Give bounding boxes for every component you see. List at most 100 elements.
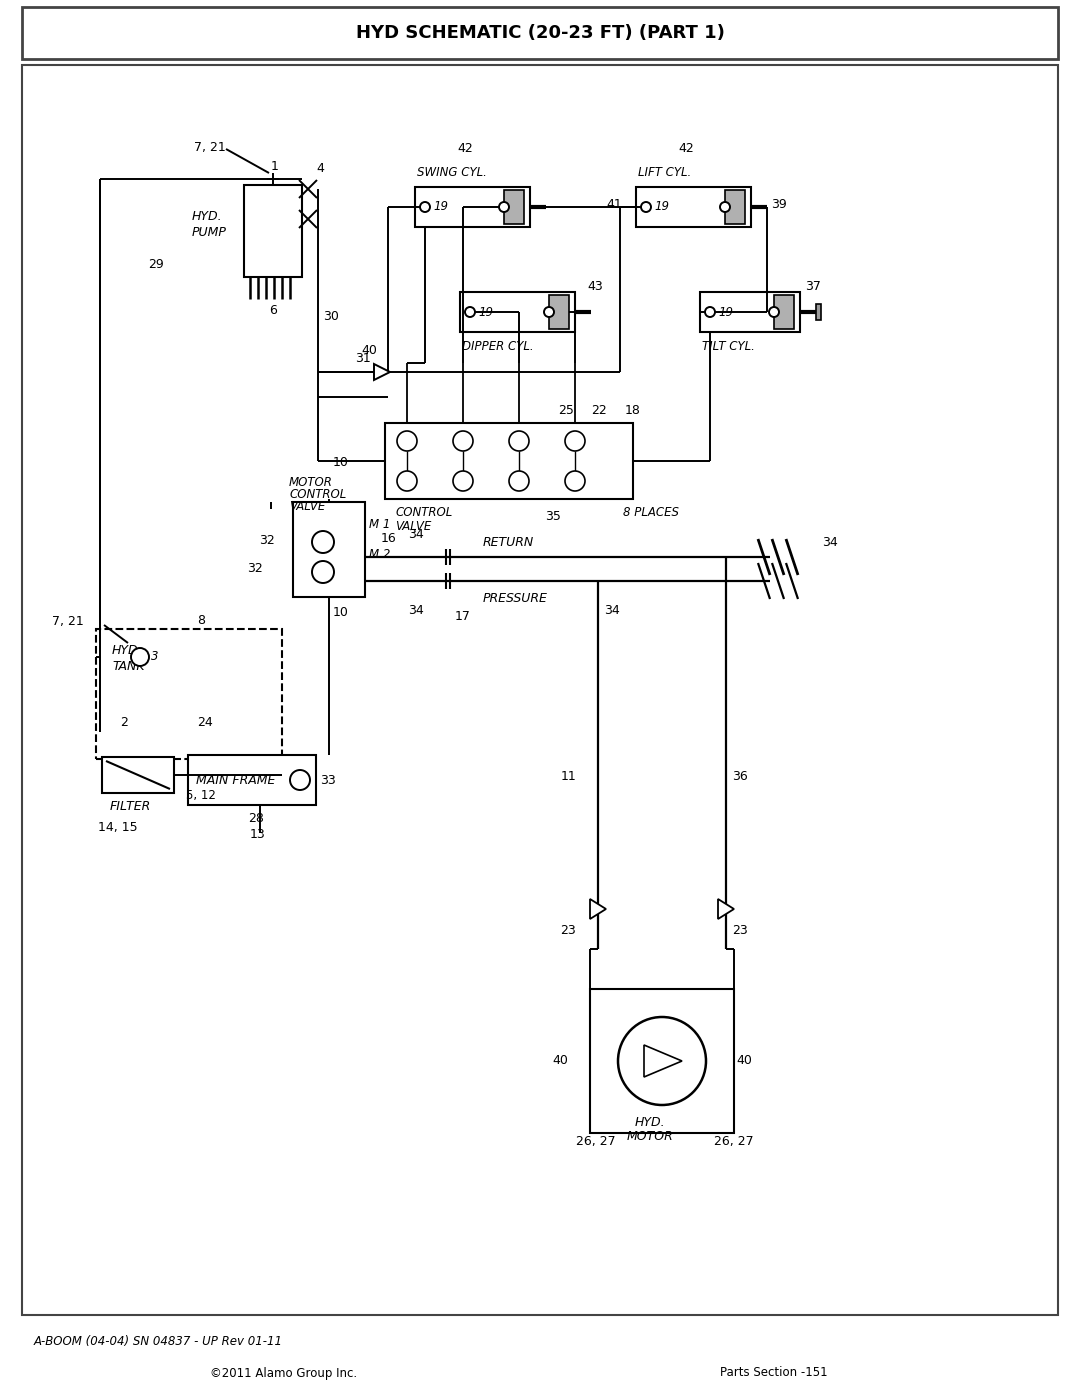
Text: VALVE: VALVE bbox=[289, 500, 325, 514]
Text: 40: 40 bbox=[735, 1055, 752, 1067]
Bar bbox=[96, 629, 282, 759]
Circle shape bbox=[453, 471, 473, 490]
Text: 8 PLACES: 8 PLACES bbox=[623, 507, 679, 520]
Polygon shape bbox=[374, 365, 390, 380]
Text: 40: 40 bbox=[552, 1055, 568, 1067]
Circle shape bbox=[312, 562, 334, 583]
Text: DIPPER CYL.: DIPPER CYL. bbox=[462, 341, 534, 353]
Text: 16: 16 bbox=[381, 532, 396, 545]
Text: 19: 19 bbox=[654, 201, 669, 214]
Text: LIFT CYL.: LIFT CYL. bbox=[638, 166, 691, 179]
Text: PUMP: PUMP bbox=[192, 226, 227, 239]
Text: 34: 34 bbox=[408, 528, 423, 542]
Bar bbox=[244, 184, 302, 277]
Circle shape bbox=[705, 307, 715, 317]
Text: 22: 22 bbox=[591, 405, 607, 418]
Text: MOTOR: MOTOR bbox=[626, 1130, 673, 1144]
Bar bbox=[188, 754, 316, 805]
Circle shape bbox=[312, 531, 334, 553]
Bar bbox=[700, 292, 800, 332]
Text: 28: 28 bbox=[248, 813, 264, 826]
Bar bbox=[102, 757, 174, 793]
Text: 34: 34 bbox=[408, 605, 423, 617]
Text: PRESSURE: PRESSURE bbox=[483, 591, 548, 605]
Text: HYD SCHEMATIC (20-23 FT) (PART 1): HYD SCHEMATIC (20-23 FT) (PART 1) bbox=[355, 24, 725, 42]
Text: MOTOR: MOTOR bbox=[289, 475, 333, 489]
Circle shape bbox=[769, 307, 779, 317]
Bar bbox=[22, 66, 1058, 1315]
Text: VALVE: VALVE bbox=[395, 520, 431, 532]
Text: 33: 33 bbox=[320, 774, 336, 787]
Text: 11: 11 bbox=[561, 771, 576, 784]
Circle shape bbox=[544, 307, 554, 317]
Text: 4: 4 bbox=[316, 162, 324, 176]
Bar bbox=[816, 305, 821, 320]
Text: 17: 17 bbox=[455, 610, 471, 623]
Text: 2: 2 bbox=[120, 717, 127, 729]
Circle shape bbox=[509, 432, 529, 451]
Text: 5, 12: 5, 12 bbox=[186, 788, 216, 802]
Text: 37: 37 bbox=[805, 279, 821, 292]
Circle shape bbox=[397, 471, 417, 490]
Text: 26, 27: 26, 27 bbox=[576, 1134, 616, 1147]
Text: TILT CYL.: TILT CYL. bbox=[702, 341, 755, 353]
Circle shape bbox=[509, 471, 529, 490]
Text: 36: 36 bbox=[732, 771, 747, 784]
Circle shape bbox=[565, 471, 585, 490]
Bar bbox=[460, 292, 575, 332]
Bar bbox=[384, 423, 633, 499]
Text: ©2011 Alamo Group Inc.: ©2011 Alamo Group Inc. bbox=[210, 1366, 357, 1379]
Polygon shape bbox=[718, 900, 734, 919]
Text: 25: 25 bbox=[558, 405, 573, 418]
Text: 39: 39 bbox=[771, 198, 786, 211]
Text: 24: 24 bbox=[197, 717, 213, 729]
Bar bbox=[725, 190, 745, 224]
Text: 23: 23 bbox=[561, 925, 576, 937]
Circle shape bbox=[397, 432, 417, 451]
Text: 19: 19 bbox=[433, 201, 448, 214]
Text: RETURN: RETURN bbox=[483, 536, 535, 549]
Circle shape bbox=[465, 307, 475, 317]
Text: 3: 3 bbox=[151, 651, 159, 664]
Text: TANK: TANK bbox=[112, 659, 145, 672]
Circle shape bbox=[618, 1017, 706, 1105]
Text: 18: 18 bbox=[625, 405, 640, 418]
Bar bbox=[22, 7, 1058, 59]
Circle shape bbox=[453, 432, 473, 451]
Text: 26, 27: 26, 27 bbox=[714, 1134, 754, 1147]
Circle shape bbox=[642, 203, 651, 212]
Text: 14, 15: 14, 15 bbox=[98, 820, 137, 834]
Text: 42: 42 bbox=[678, 142, 693, 155]
Text: HYD.: HYD. bbox=[192, 211, 222, 224]
Text: 31: 31 bbox=[355, 352, 370, 365]
Text: M 2: M 2 bbox=[369, 548, 390, 560]
Text: 43: 43 bbox=[588, 279, 603, 292]
Bar bbox=[293, 502, 365, 597]
Text: A-BOOM (04-04) SN 04837 - UP Rev 01-11: A-BOOM (04-04) SN 04837 - UP Rev 01-11 bbox=[33, 1334, 283, 1348]
Text: 34: 34 bbox=[822, 536, 838, 549]
Text: 10: 10 bbox=[333, 606, 349, 619]
Bar bbox=[504, 190, 524, 224]
Bar bbox=[636, 187, 751, 226]
Text: SWING CYL.: SWING CYL. bbox=[417, 166, 487, 179]
Text: 34: 34 bbox=[604, 605, 620, 617]
Text: 6: 6 bbox=[269, 305, 276, 317]
Bar bbox=[549, 295, 569, 330]
Polygon shape bbox=[644, 1045, 681, 1077]
Circle shape bbox=[131, 648, 149, 666]
Polygon shape bbox=[590, 900, 606, 919]
Text: Parts Section -151: Parts Section -151 bbox=[720, 1366, 827, 1379]
Text: 29: 29 bbox=[148, 257, 164, 271]
Text: 41: 41 bbox=[606, 198, 622, 211]
Text: 35: 35 bbox=[545, 510, 561, 524]
Text: 23: 23 bbox=[732, 925, 747, 937]
Bar bbox=[774, 295, 794, 330]
Text: 7, 21: 7, 21 bbox=[194, 141, 226, 154]
Circle shape bbox=[720, 203, 730, 212]
Text: M 1: M 1 bbox=[369, 517, 390, 531]
Text: HYD.: HYD. bbox=[112, 644, 143, 658]
Circle shape bbox=[291, 770, 310, 789]
Text: 42: 42 bbox=[457, 142, 473, 155]
Text: 19: 19 bbox=[478, 306, 492, 319]
Text: 30: 30 bbox=[323, 310, 339, 324]
